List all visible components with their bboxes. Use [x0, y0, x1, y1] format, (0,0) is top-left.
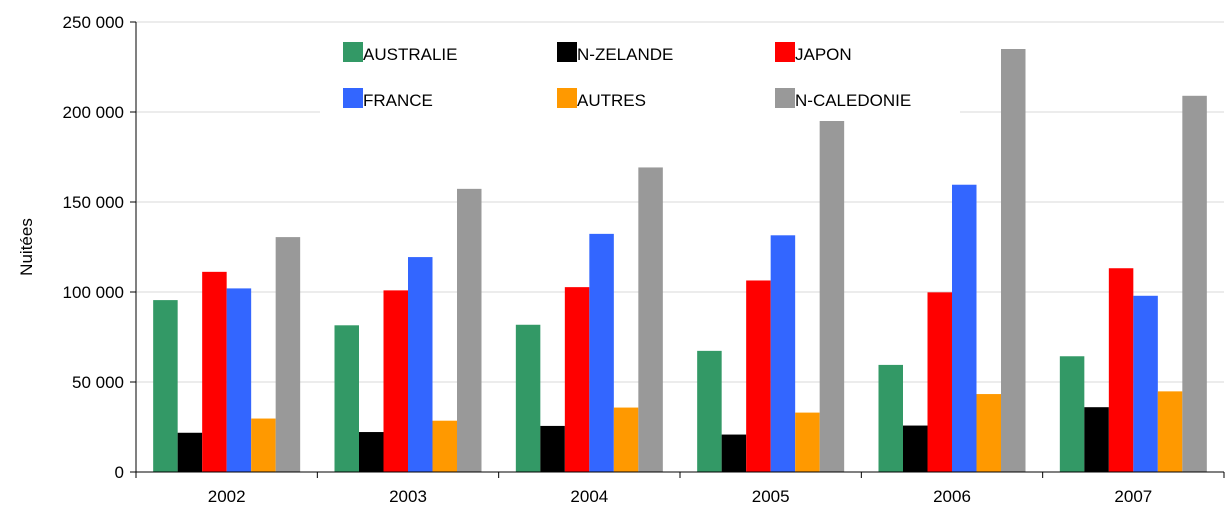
legend-swatch-japon — [775, 42, 795, 62]
bar-n-zelande-2003 — [359, 432, 384, 472]
bar-autres-2002 — [251, 418, 276, 472]
bar-australie-2004 — [515, 324, 541, 472]
legend-label-n-zelande: N-ZELANDE — [577, 45, 673, 64]
y-tick-label: 50 000 — [72, 373, 124, 392]
bar-australie-2007 — [1059, 356, 1085, 472]
x-tick-label: 2007 — [1114, 487, 1152, 506]
gridlines — [136, 21, 1224, 383]
legend-swatch-france — [343, 88, 363, 108]
bar-australie-2003 — [334, 325, 359, 472]
legend-label-autres: AUTRES — [577, 91, 646, 110]
legend-label-australie: AUSTRALIE — [363, 45, 457, 64]
bar-france-2004 — [589, 233, 614, 472]
bar-autres-2007 — [1157, 391, 1183, 472]
legend-swatch-n-zelande — [557, 42, 577, 62]
bar-autres-2004 — [613, 407, 639, 472]
x-tick-label: 2002 — [208, 487, 246, 506]
bar-n-zelande-2005 — [721, 434, 747, 472]
bar-n-caledonie-2004 — [638, 167, 663, 472]
bar-n-zelande-2002 — [177, 432, 203, 472]
bar-autres-2006 — [976, 394, 1001, 472]
bar-japon-2004 — [564, 287, 590, 472]
bar-n-zelande-2006 — [903, 425, 928, 472]
bars — [153, 49, 1207, 473]
bar-australie-2006 — [878, 364, 903, 472]
bar-australie-2005 — [697, 350, 722, 472]
bar-japon-2005 — [746, 280, 771, 472]
legend-background — [320, 32, 960, 118]
bar-n-caledonie-2002 — [275, 237, 301, 472]
y-tick-label: 200 000 — [63, 103, 124, 122]
legend-swatch-autres — [557, 88, 577, 108]
bar-n-zelande-2007 — [1084, 407, 1109, 472]
y-tick-label: 100 000 — [63, 283, 124, 302]
bar-n-zelande-2004 — [540, 425, 565, 472]
bar-n-caledonie-2006 — [1001, 49, 1026, 472]
y-tick-label: 150 000 — [63, 193, 124, 212]
bar-japon-2002 — [202, 271, 227, 472]
x-tick-label: 2006 — [933, 487, 971, 506]
bar-japon-2003 — [383, 290, 408, 472]
bar-france-2007 — [1133, 295, 1158, 472]
y-axis-title: Nuitées — [17, 218, 36, 276]
y-tick-label: 0 — [115, 463, 124, 482]
axes: 0 50 000 100 000 150 000 200 000 250 000 2002 2… — [63, 13, 1225, 506]
bar-japon-2006 — [927, 292, 952, 472]
bar-france-2005 — [770, 235, 796, 472]
legend-label-france: FRANCE — [363, 91, 433, 110]
bar-australie-2002 — [153, 300, 178, 472]
legend-label-japon: JAPON — [795, 45, 852, 64]
bar-france-2002 — [226, 288, 252, 472]
x-tick-label: 2005 — [752, 487, 790, 506]
bar-n-caledonie-2007 — [1182, 95, 1207, 473]
x-tick-label: 2004 — [570, 487, 608, 506]
bar-n-caledonie-2003 — [457, 188, 482, 473]
y-tick-label: 250 000 — [63, 13, 124, 32]
bar-n-caledonie-2005 — [819, 121, 845, 472]
x-tick-label: 2003 — [389, 487, 427, 506]
legend-label-n-caledonie: N-CALEDONIE — [795, 91, 911, 110]
legend: AUSTRALIE N-ZELANDE JAPON FRANCE AUTRES N-CAL… — [320, 32, 960, 118]
legend-swatch-n-caledonie — [775, 88, 795, 108]
bar-france-2006 — [952, 184, 977, 472]
bar-autres-2003 — [432, 420, 457, 472]
bar-autres-2005 — [795, 412, 820, 472]
bar-japon-2007 — [1108, 268, 1134, 472]
legend-swatch-australie — [343, 42, 363, 62]
bar-france-2003 — [408, 257, 433, 472]
